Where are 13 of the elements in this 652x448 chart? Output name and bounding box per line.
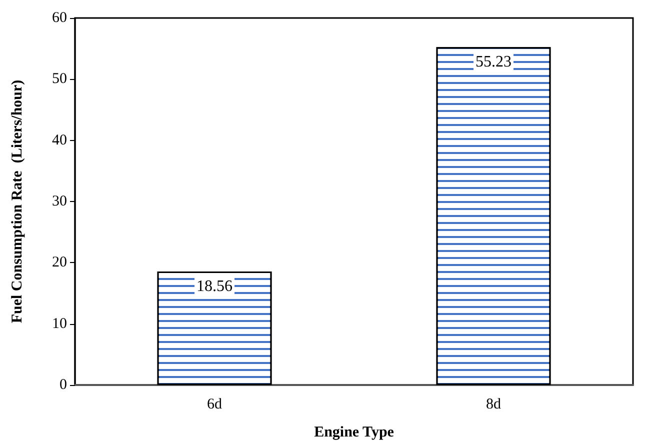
data-label: 18.56 [196,278,232,295]
y-tick-label: 40 [52,132,67,148]
x-axis-title: Engine Type [314,424,394,440]
y-tick-label: 30 [52,194,67,210]
data-label: 55.23 [476,54,512,71]
x-tick-label: 6d [207,396,222,412]
y-tick-label: 20 [52,254,67,271]
x-tick-label: 8d [486,396,502,412]
y-tick-label: 10 [52,316,67,332]
y-tick-label: 60 [52,10,67,26]
y-tick-label: 50 [52,71,67,88]
y-tick-label: 0 [60,377,67,393]
y-axis-title: Fuel Consumption Rate (Liters/hour) [10,80,26,324]
